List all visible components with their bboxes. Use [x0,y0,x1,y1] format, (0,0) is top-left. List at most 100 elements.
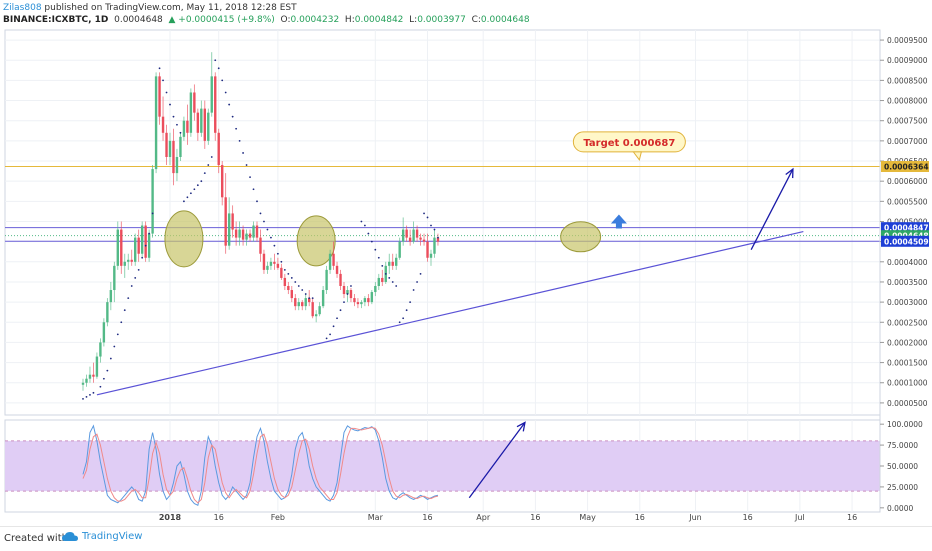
sar-dot [381,264,384,267]
sar-dot [350,285,352,287]
candle-body [144,225,147,258]
candle-body [196,112,200,133]
candle [252,221,255,242]
time-axis-label: May [579,513,596,522]
stoch-axis-label: 100.0000 [887,420,923,429]
sar-dot [228,103,231,106]
sar-dot [367,232,370,235]
price-tag-bg [881,235,929,247]
candle [401,217,405,246]
sar-dot [224,91,227,94]
candle-body [186,120,189,133]
candle-body [137,237,140,254]
price-axis-label: 0.0004000 [887,258,928,267]
candle [276,257,280,270]
candle-body [405,229,408,238]
time-axis-label: 16 [743,513,753,522]
sar-dot [120,321,123,324]
candle [196,108,200,141]
main-pane-frame [4,29,881,416]
sar-dot [437,236,439,239]
candle-body [325,269,328,291]
sar-dot [384,273,387,275]
candle-body [88,374,92,379]
candle [113,261,116,303]
candle [318,302,321,317]
candle [304,294,307,311]
sar-dot [193,188,196,191]
sar-dot [245,164,248,166]
price-axis-label: 0.0007500 [887,117,928,126]
time-axis-label: 16 [530,513,540,522]
candle-body [356,302,360,305]
candle-body [370,292,374,303]
candle-body [321,290,325,307]
sar-dot [169,103,171,106]
sar-dot [92,391,95,394]
last-price: 0.0004648 [114,15,163,25]
sar-dot [290,277,293,279]
sar-dot [412,289,415,291]
candle-body [109,290,113,303]
candle [360,300,363,309]
candle-body [227,213,231,246]
candle [221,161,224,206]
time-axis-label: Jun [688,513,702,522]
candle [88,366,92,383]
candle [189,88,193,137]
symbol-label[interactable]: BINANCE:ICXBTC, 1D [3,15,109,25]
tradingview-cloud-icon [62,531,78,541]
tradingview-brand[interactable]: TradingView [62,531,142,542]
author-link[interactable]: Zilas808 [3,3,42,13]
candle [147,229,151,262]
candle-body [353,298,356,303]
sar-dot [336,317,338,320]
candle-body [381,277,384,282]
price-tag-bg [881,230,929,242]
candle [217,128,220,174]
sar-dot [217,67,220,70]
sar-dot [287,273,290,275]
candle-body [339,273,342,286]
candle-body [408,237,412,242]
sar-dot [99,385,102,388]
candle-body [248,233,252,238]
candle-body [294,298,297,307]
sar-dot [127,297,130,299]
candle [172,128,175,186]
candle-body [81,382,85,385]
candle [412,221,415,244]
sar-dot [186,196,189,199]
price-axis-label: 0.0001000 [887,379,928,388]
candle-body [123,261,126,266]
candle-body [210,76,213,113]
candle-body [234,229,238,238]
sar-dot [311,297,314,299]
candle-body [433,237,436,254]
candle [140,221,144,258]
candle-body [151,169,154,234]
candle-body [429,253,433,258]
candle [367,294,370,307]
sar-dot [221,79,224,82]
price-axis-label: 0.0008500 [887,76,928,85]
candle-body [412,229,415,242]
candle-body [266,265,269,270]
open-label: O: [280,15,291,25]
price-axis-label: 0.0008000 [887,97,928,106]
price-axis-label: 0.0009000 [887,56,928,65]
time-axis-label: 16 [214,513,224,522]
price-chart[interactable]: Target 0.000687 0.0000500 0.0001000 0.00015… [0,0,932,526]
sar-dot [398,321,401,324]
candle-body [415,229,419,238]
stoch-band [5,440,880,492]
candle-body [179,136,182,157]
candle-body [154,76,158,170]
candle-body [422,239,426,242]
candle-body [335,265,339,274]
sar-dot [259,212,262,215]
sar-dot [89,393,91,396]
candle [339,269,342,291]
candle [266,261,269,274]
candle-body [328,253,332,270]
